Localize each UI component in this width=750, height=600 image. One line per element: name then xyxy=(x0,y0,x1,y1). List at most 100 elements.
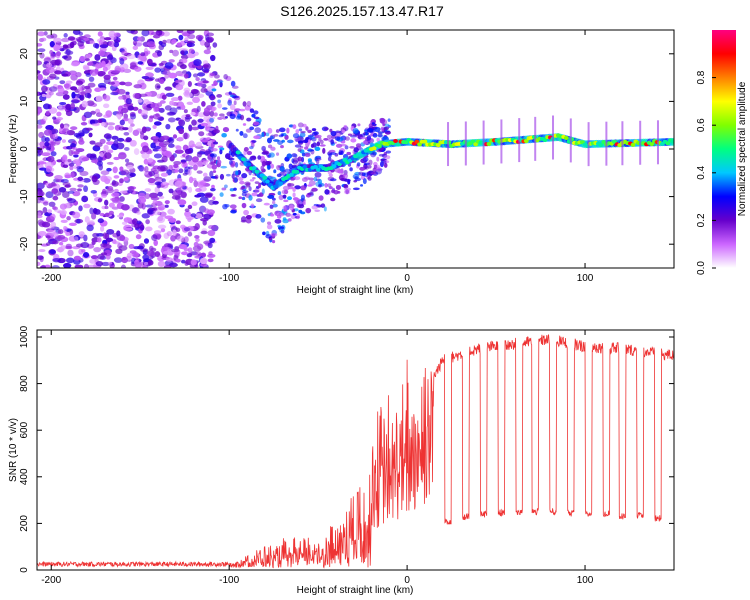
heatmap-cell xyxy=(220,165,228,169)
heatmap-cell xyxy=(43,129,53,136)
heatmap-cell xyxy=(52,258,61,263)
heatmap-cell xyxy=(119,196,125,202)
heatmap-cell xyxy=(168,188,174,194)
heatmap-cell xyxy=(146,58,153,65)
heatmap-cell xyxy=(395,142,401,147)
heatmap-cell xyxy=(142,103,147,110)
heatmap-cell xyxy=(69,41,75,49)
heatmap-cell xyxy=(137,201,144,209)
heatmap-cell xyxy=(81,195,89,203)
heatmap-cell xyxy=(349,167,353,172)
heatmap-cell xyxy=(294,169,300,174)
heatmap-cell xyxy=(324,183,328,188)
heatmap-cell xyxy=(103,144,109,151)
heatmap-cell xyxy=(272,203,278,208)
heatmap-cell xyxy=(41,93,47,98)
heatmap-cell xyxy=(118,126,125,131)
heatmap-cell xyxy=(86,62,94,66)
heatmap-cell xyxy=(188,124,193,132)
heatmap-cell xyxy=(178,168,184,174)
snr-ytick-label: 200 xyxy=(19,515,30,532)
heatmap-cell xyxy=(63,83,70,89)
heatmap-cell xyxy=(173,163,179,169)
heatmap-cell xyxy=(97,31,103,37)
heatmap-cell xyxy=(202,64,209,69)
heatmap-cell xyxy=(77,184,84,188)
heatmap-cell xyxy=(246,100,252,107)
heatmap-cell xyxy=(183,87,191,93)
heatmap-cell xyxy=(100,175,108,183)
heatmap-cell xyxy=(210,101,216,107)
heatmap-cell xyxy=(87,264,97,268)
heatmap-cell xyxy=(140,52,146,57)
heatmap-cell xyxy=(435,143,441,148)
heatmap-cell xyxy=(190,213,197,218)
heatmap-cell xyxy=(137,61,144,65)
heatmap-cell xyxy=(261,145,266,152)
heatmap-cell xyxy=(162,31,170,37)
heatmap-cell xyxy=(65,257,75,264)
heatmap-cell xyxy=(86,224,94,232)
snr-ytick-label: 1000 xyxy=(19,325,30,348)
heatmap-cell xyxy=(177,199,187,206)
heatmap-cell xyxy=(141,109,148,116)
heatmap-cell xyxy=(102,66,108,72)
heatmap-cell xyxy=(378,153,385,157)
heatmap-cell xyxy=(346,151,352,156)
spectrogram-ytick-label: 20 xyxy=(19,48,30,60)
heatmap-cell xyxy=(65,231,71,236)
heatmap-cell xyxy=(95,62,100,70)
heatmap-cell xyxy=(210,187,216,192)
heatmap-cell xyxy=(135,128,143,133)
heatmap-cell xyxy=(148,76,155,81)
heatmap-cell xyxy=(286,127,290,134)
heatmap-cell xyxy=(324,189,330,195)
heatmap-cell xyxy=(279,166,285,172)
heatmap-cell xyxy=(112,76,118,81)
heatmap-cell xyxy=(258,182,262,189)
heatmap-cell xyxy=(75,72,82,78)
heatmap-cell xyxy=(152,210,161,216)
heatmap-cell xyxy=(310,143,315,148)
heatmap-cell xyxy=(350,134,357,138)
heatmap-cell xyxy=(79,55,86,62)
heatmap-cell xyxy=(81,100,88,108)
heatmap-cell xyxy=(165,257,173,262)
heatmap-cell xyxy=(45,235,51,239)
heatmap-cell xyxy=(154,83,161,90)
heatmap-cell xyxy=(159,100,166,104)
heatmap-cell xyxy=(143,135,149,141)
heatmap-cell xyxy=(212,196,216,201)
heatmap-cell xyxy=(46,34,55,39)
heatmap-cell xyxy=(184,116,193,120)
heatmap-cell xyxy=(318,183,322,188)
heatmap-cell xyxy=(253,110,259,115)
heatmap-cell xyxy=(196,160,203,168)
heatmap-cell xyxy=(91,212,97,220)
heatmap-cell xyxy=(90,189,97,194)
heatmap-cell xyxy=(70,172,75,179)
heatmap-cell xyxy=(80,90,87,95)
heatmap-cell xyxy=(171,195,181,200)
heatmap-cell xyxy=(264,160,271,166)
heatmap-cell xyxy=(85,40,90,45)
heatmap-cell xyxy=(141,145,150,153)
heatmap-cell xyxy=(217,116,223,120)
heatmap-cell xyxy=(587,122,590,167)
heatmap-cell xyxy=(170,97,180,102)
heatmap-cell xyxy=(56,111,62,117)
heatmap-cell xyxy=(328,153,332,158)
heatmap-cell xyxy=(378,131,384,134)
heatmap-cell xyxy=(67,190,75,194)
heatmap-cell xyxy=(137,196,147,204)
heatmap-cell xyxy=(322,147,326,154)
heatmap-cell xyxy=(287,183,295,187)
heatmap-cell xyxy=(323,206,327,212)
heatmap-cell xyxy=(91,240,96,246)
heatmap-cell xyxy=(162,251,170,255)
heatmap-cell xyxy=(338,150,342,155)
heatmap-cell xyxy=(84,216,90,223)
heatmap-cell xyxy=(154,186,160,194)
heatmap-cell xyxy=(370,172,377,175)
